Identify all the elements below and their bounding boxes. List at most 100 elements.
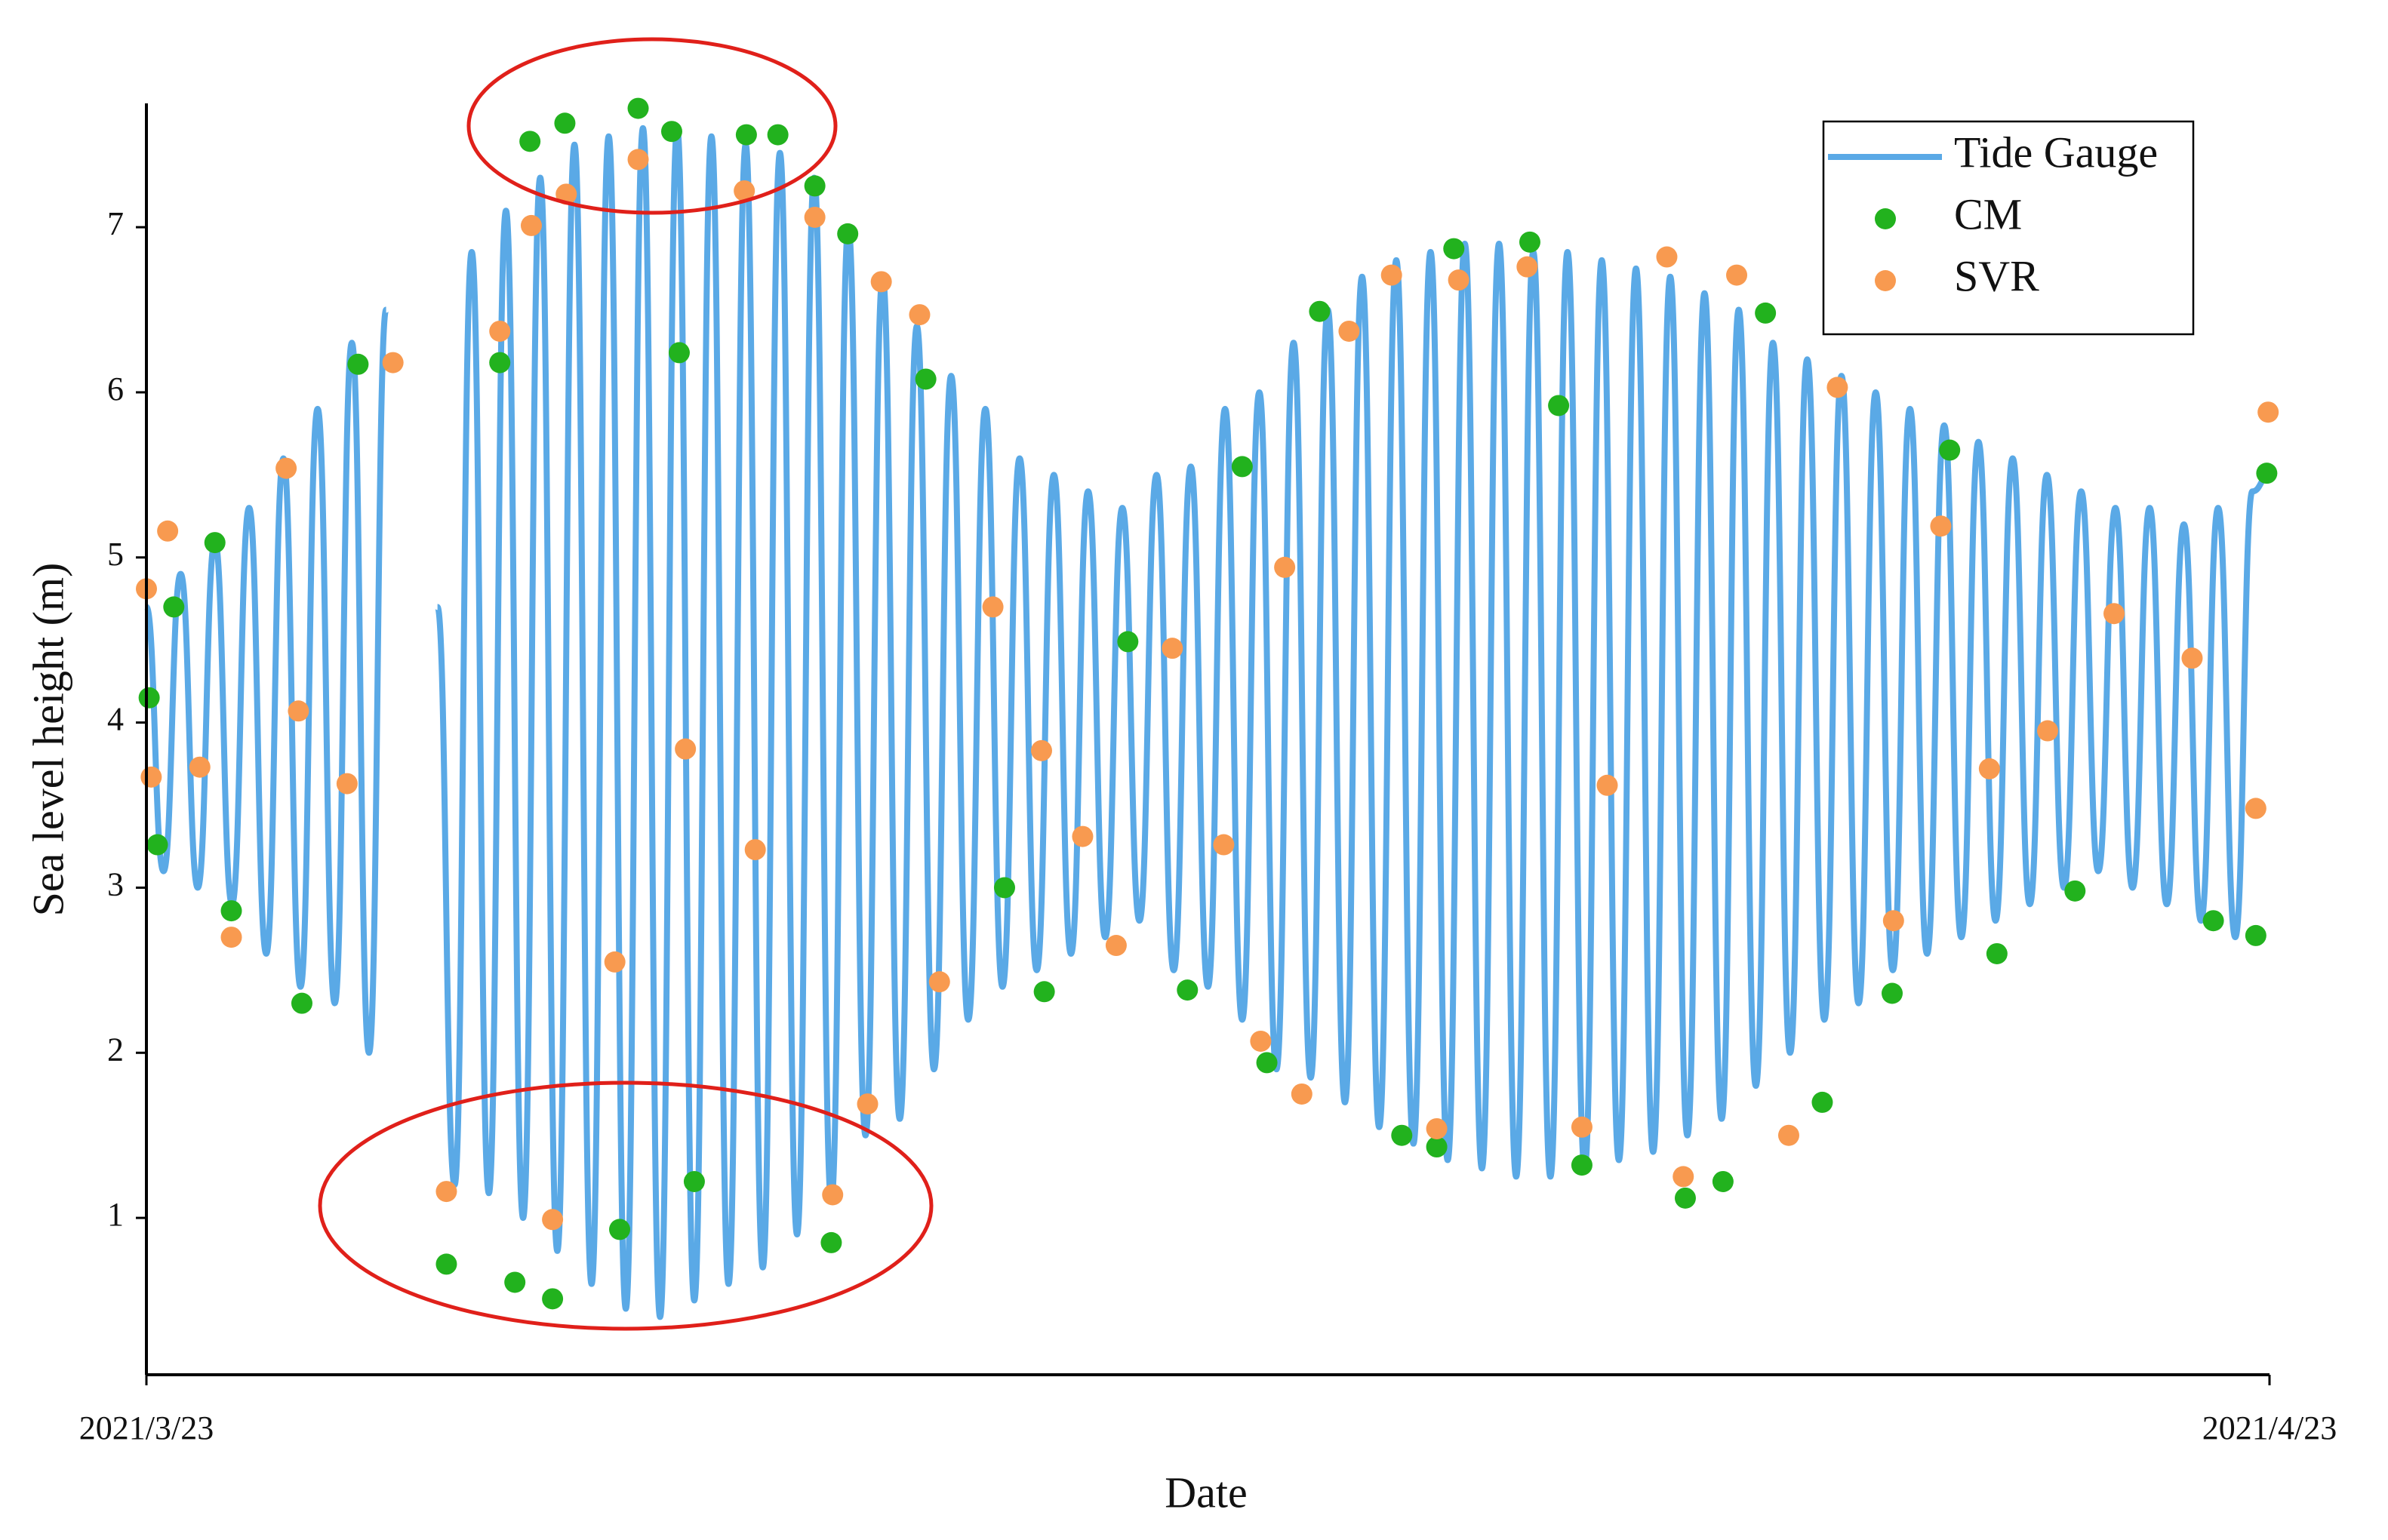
scatter-point: [744, 839, 766, 861]
scatter-point: [146, 834, 168, 856]
scatter-point: [734, 180, 755, 201]
scatter-point: [1256, 1052, 1278, 1074]
scatter-point: [1030, 739, 1052, 761]
scatter-point: [604, 951, 626, 973]
scatter-point: [1571, 1154, 1593, 1176]
scatter-point: [140, 766, 162, 788]
y-tick-label: 6: [107, 370, 124, 407]
scatter-point: [1674, 1187, 1696, 1209]
scatter-point: [1105, 935, 1127, 957]
scatter-point: [347, 353, 369, 375]
scatter-point: [1162, 638, 1183, 659]
scatter-point: [554, 112, 576, 134]
scatter-point: [627, 97, 649, 119]
scatter-point: [822, 1184, 844, 1206]
highlight-ellipse: [318, 1080, 934, 1331]
scatter-point: [1986, 942, 2008, 964]
scatter-point: [1426, 1136, 1448, 1158]
legend-label: SVR: [1954, 251, 2039, 300]
scatter-point: [1117, 631, 1139, 653]
scatter-point: [1033, 981, 1055, 1003]
y-axis-title: Sea level height (m): [23, 563, 72, 917]
legend-marker: [1875, 208, 1896, 229]
scatter-point: [1712, 1170, 1734, 1192]
scatter-point: [804, 175, 826, 197]
scatter-point: [1978, 758, 2000, 779]
scatter-point: [1826, 377, 1848, 398]
scatter-point: [1930, 515, 1952, 537]
scatter-point: [336, 773, 358, 795]
scatter-point: [519, 131, 541, 152]
scatter-point: [1755, 302, 1777, 324]
scatter-point: [520, 214, 542, 236]
scatter-point: [1426, 1117, 1448, 1139]
scatter-point: [489, 352, 511, 373]
scatter-point: [1882, 982, 1903, 1004]
scatter-point: [2245, 798, 2266, 819]
scatter-point: [1516, 256, 1538, 278]
scatter-point: [2245, 924, 2266, 946]
scatter-point: [220, 900, 242, 922]
scatter-point: [1391, 1124, 1413, 1146]
scatter-point: [542, 1288, 564, 1310]
scatter-point: [2181, 647, 2203, 669]
scatter-point: [1519, 231, 1540, 253]
y-tick-label: 2: [107, 1031, 124, 1068]
y-tick-label: 3: [107, 866, 124, 903]
scatter-point: [275, 457, 297, 479]
scatter-point: [1274, 556, 1296, 578]
scatter-point: [857, 1093, 879, 1115]
scatter-point: [820, 1231, 842, 1253]
highlight-ellipse: [466, 37, 838, 215]
scatter-point: [542, 1209, 564, 1231]
scatter-point: [291, 992, 312, 1014]
scatter-point: [909, 304, 931, 326]
scatter-point: [735, 124, 757, 146]
legend-label: CM: [1954, 189, 2022, 238]
scatter-point: [1548, 395, 1570, 417]
scatter-point: [1177, 979, 1199, 1001]
scatter-point: [609, 1219, 631, 1240]
legend-marker: [1875, 270, 1896, 291]
x-tick-label: 2021/4/23: [2202, 1409, 2337, 1446]
scatter-point: [1443, 238, 1465, 260]
scatter-point: [1448, 269, 1469, 291]
scatter-point: [1213, 834, 1235, 856]
scatter-point: [2202, 910, 2224, 932]
scatter-point: [504, 1271, 526, 1293]
scatter-point: [1250, 1030, 1272, 1052]
y-tick-label: 5: [107, 536, 124, 573]
plot-area: [136, 97, 2279, 1320]
scatter-point: [675, 738, 697, 760]
scatter-point: [1231, 456, 1253, 478]
scatter-point: [220, 927, 242, 948]
legend: Tide Gauge CM SVR: [1822, 120, 2195, 336]
scatter-point: [2257, 401, 2279, 423]
scatter-point: [982, 596, 1004, 618]
scatter-point: [627, 149, 649, 171]
scatter-point: [204, 532, 226, 554]
scatter-point: [2103, 603, 2125, 625]
scatter-point: [837, 223, 859, 244]
scatter-point: [1673, 1166, 1694, 1188]
scatter-point: [2064, 880, 2086, 902]
scatter-point: [489, 320, 511, 342]
x-tick-label: 2021/3/23: [79, 1409, 214, 1446]
scatter-point: [1072, 825, 1094, 847]
legend-label: Tide Gauge: [1954, 128, 2158, 177]
y-tick-label: 1: [107, 1196, 124, 1233]
scatter-point: [138, 687, 160, 709]
scatter-point: [1338, 320, 1360, 342]
scatter-point: [1811, 1091, 1833, 1113]
scatter-point: [1939, 439, 1961, 461]
scatter-point: [928, 971, 950, 993]
scatter-point: [993, 877, 1015, 899]
scatter-point: [804, 206, 826, 228]
scatter-point: [1882, 910, 1904, 932]
scatter-point: [382, 352, 404, 373]
scatter-point: [1656, 246, 1678, 268]
scatter-point: [1309, 300, 1331, 322]
scatter-point: [157, 520, 179, 542]
scatter-point: [1571, 1116, 1593, 1138]
scatter-point: [1380, 264, 1402, 286]
